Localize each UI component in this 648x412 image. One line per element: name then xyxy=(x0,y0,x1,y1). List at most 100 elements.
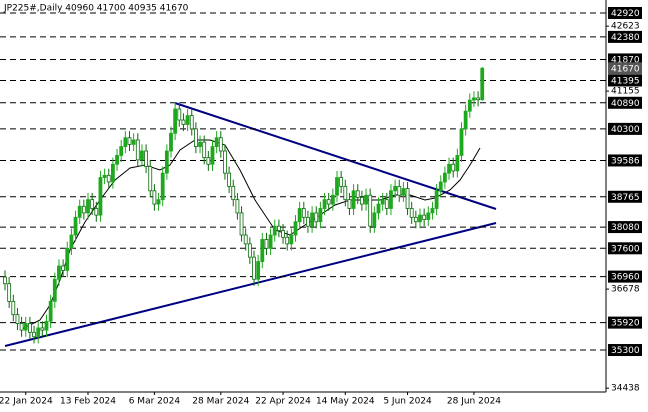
candle-body xyxy=(94,208,99,216)
candle-body xyxy=(376,203,381,214)
x-tick-label: 22 Jan 2024 xyxy=(0,397,53,407)
level-label: 37600 xyxy=(611,244,640,254)
candle-body xyxy=(144,150,149,167)
candle-body xyxy=(318,208,323,223)
candle-body xyxy=(15,314,20,324)
candle-body xyxy=(413,216,418,223)
candle-body xyxy=(223,150,227,174)
candle-body xyxy=(434,190,439,209)
candle-body xyxy=(202,141,207,159)
level-label: 41870 xyxy=(611,55,640,65)
candle-body xyxy=(455,155,460,172)
candle-body xyxy=(7,283,12,302)
candle-body xyxy=(389,190,393,209)
candle-body xyxy=(189,115,194,130)
level-label: 39586 xyxy=(611,156,640,166)
candle-body xyxy=(140,150,144,161)
candle-body xyxy=(276,225,281,232)
candle-body xyxy=(438,181,443,192)
candle-body xyxy=(451,163,456,172)
candle-body xyxy=(115,155,119,165)
candle-body xyxy=(81,205,86,214)
candle-body xyxy=(256,261,261,280)
level-box xyxy=(608,74,642,87)
candle-body xyxy=(152,190,157,205)
level-box xyxy=(608,242,642,255)
level-box xyxy=(608,122,642,135)
candle-body xyxy=(210,146,215,165)
candle-body xyxy=(339,177,344,187)
candle-body xyxy=(463,110,468,130)
y-tick-label: 41155 xyxy=(611,87,640,97)
candle-body xyxy=(326,199,331,205)
candle-body xyxy=(164,150,169,174)
level-label: 38080 xyxy=(611,223,640,233)
candle-body xyxy=(73,216,78,236)
level-box xyxy=(608,30,642,43)
candle-body xyxy=(19,323,24,331)
candle-body xyxy=(442,172,447,183)
candle-body xyxy=(476,97,481,101)
candle-body xyxy=(409,208,414,218)
candle-body xyxy=(401,188,406,196)
candle-body xyxy=(65,247,70,271)
candle-body xyxy=(480,67,485,101)
candle-body xyxy=(198,141,202,147)
candle-body xyxy=(57,265,61,280)
level-box xyxy=(608,7,642,20)
candle-body xyxy=(3,276,7,285)
level-label: 38765 xyxy=(611,193,640,203)
candle-body xyxy=(335,177,339,196)
candle-body xyxy=(380,199,385,205)
candle-body xyxy=(235,199,240,214)
candle-body xyxy=(206,157,211,165)
candle-body xyxy=(422,214,427,220)
candle-body xyxy=(32,331,36,338)
candle-body xyxy=(447,163,451,174)
candle-body xyxy=(106,174,111,183)
x-tick-label: 22 Apr 2024 xyxy=(255,397,311,407)
y-tick-label: 34438 xyxy=(611,384,640,394)
candle-body xyxy=(343,185,348,201)
candle-body xyxy=(359,197,364,205)
candle-body xyxy=(27,323,32,333)
x-tick-label: 5 Jun 2024 xyxy=(383,397,432,407)
candle-body xyxy=(181,119,186,125)
candle-body xyxy=(185,115,190,125)
candle-body xyxy=(90,199,95,209)
candle-body xyxy=(77,205,82,218)
candle-body xyxy=(384,199,389,209)
level-box xyxy=(608,316,642,329)
candle-body xyxy=(61,265,65,271)
candle-body xyxy=(281,230,285,238)
candle-body xyxy=(472,97,476,101)
candle-body xyxy=(173,108,178,134)
x-tick-label: 28 Jun 2024 xyxy=(447,397,501,407)
candle-body xyxy=(293,221,298,236)
level-box xyxy=(608,344,642,357)
candle-body xyxy=(322,199,327,209)
level-box xyxy=(608,221,642,234)
level-label: 35300 xyxy=(611,346,640,356)
candle-body xyxy=(214,137,219,147)
chart-title: JP225#,Daily 40960 41700 40935 41670 xyxy=(3,4,189,14)
candle-body xyxy=(135,139,140,161)
candle-body xyxy=(40,327,45,331)
candle-body xyxy=(264,239,269,249)
candle-body xyxy=(119,146,124,156)
candle-body xyxy=(351,190,356,209)
candle-body xyxy=(36,327,41,338)
level-box xyxy=(608,96,642,109)
candle-body xyxy=(86,199,90,214)
candle-body xyxy=(52,278,57,302)
last-price-box xyxy=(608,62,642,75)
candle-body xyxy=(368,194,373,227)
candle-body xyxy=(177,108,182,121)
candle-body xyxy=(218,137,223,152)
candle-body xyxy=(169,132,173,152)
candle-body xyxy=(11,300,16,316)
candle-body xyxy=(301,208,306,218)
x-tick-label: 28 Mar 2024 xyxy=(192,397,249,407)
candle-body xyxy=(285,236,290,245)
candle-body xyxy=(310,212,315,227)
